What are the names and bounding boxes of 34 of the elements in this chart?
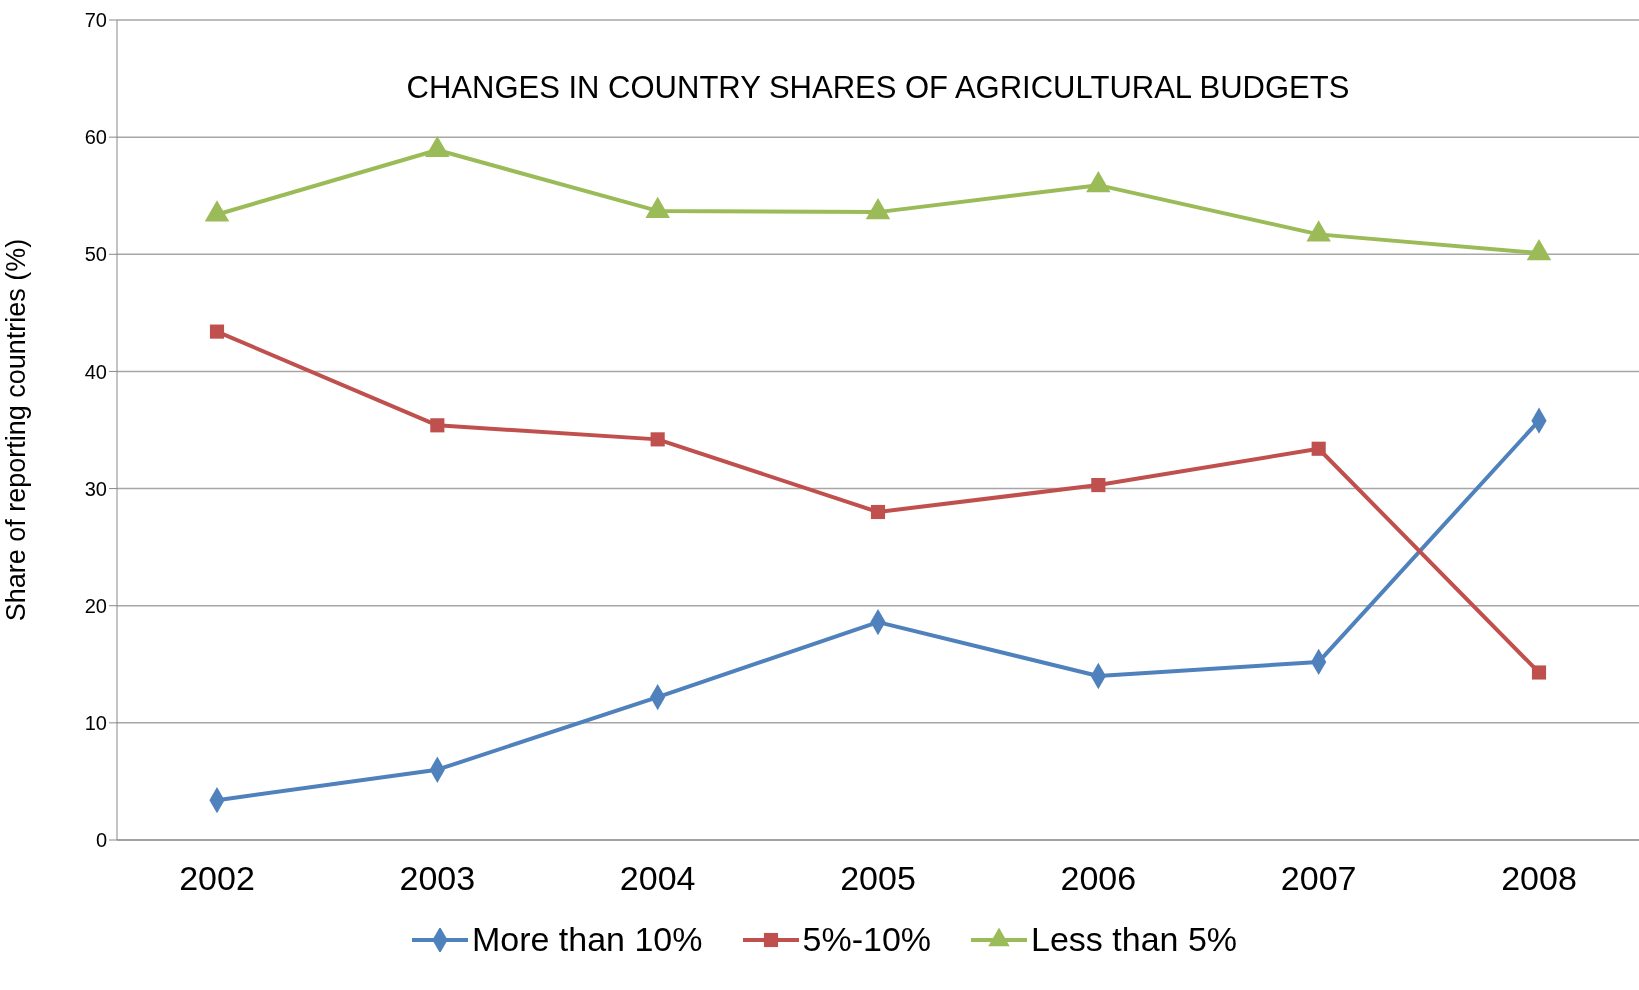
point bbox=[870, 504, 886, 520]
y-tick-label: 40 bbox=[84, 360, 107, 383]
y-tick-label: 30 bbox=[84, 477, 107, 500]
x-tick-label: 2004 bbox=[619, 859, 696, 898]
point bbox=[865, 197, 891, 220]
point bbox=[1531, 665, 1547, 680]
y-tick-label: 20 bbox=[84, 594, 107, 617]
y-tick-label: 0 bbox=[95, 829, 107, 852]
y-tick-label: 70 bbox=[84, 9, 107, 32]
legend-label: Less than 5% bbox=[1031, 920, 1238, 959]
point bbox=[209, 324, 225, 339]
point bbox=[1526, 238, 1552, 261]
x-tick-label: 2005 bbox=[840, 859, 916, 898]
y-tick-label: 10 bbox=[84, 711, 107, 734]
point bbox=[204, 200, 230, 222]
legend-label: More than 10% bbox=[471, 920, 703, 959]
x-tick-label: 2006 bbox=[1060, 859, 1137, 898]
y-tick-label: 60 bbox=[84, 126, 107, 149]
point bbox=[430, 418, 445, 433]
point bbox=[1091, 477, 1106, 493]
legend-label: 5%-10% bbox=[802, 920, 932, 959]
y-tick-label: 50 bbox=[84, 243, 107, 266]
point bbox=[1086, 171, 1111, 193]
point bbox=[1311, 441, 1326, 456]
y-axis-title: Share of reporting countries (%) bbox=[0, 238, 31, 622]
point bbox=[650, 432, 665, 447]
x-tick-label: 2008 bbox=[1501, 859, 1577, 898]
text: CHANGES IN COUNTRY SHARES OF AGRICULTURAL BUDGETS bbox=[405, 70, 1351, 106]
point bbox=[425, 135, 450, 158]
x-tick-label: 2007 bbox=[1280, 859, 1357, 898]
point bbox=[645, 196, 670, 219]
x-tick-label: 2002 bbox=[179, 859, 255, 898]
x-tick-label: 2003 bbox=[399, 859, 476, 898]
point bbox=[1306, 220, 1331, 242]
